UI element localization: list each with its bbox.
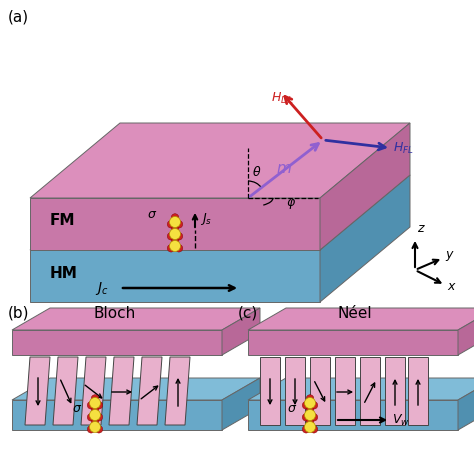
Text: $J_c$: $J_c$ [95, 280, 109, 297]
Circle shape [95, 425, 103, 433]
Polygon shape [385, 357, 405, 425]
Circle shape [310, 413, 318, 421]
Text: $\theta$: $\theta$ [252, 165, 261, 179]
Circle shape [91, 419, 99, 426]
Polygon shape [260, 357, 280, 425]
Polygon shape [30, 123, 410, 198]
Polygon shape [222, 378, 260, 430]
Text: $\sigma$: $\sigma$ [147, 208, 157, 221]
Text: Néel: Néel [337, 306, 372, 321]
Circle shape [170, 229, 181, 239]
Circle shape [171, 225, 179, 233]
Text: (a): (a) [8, 10, 29, 25]
Text: (c): (c) [238, 306, 258, 321]
Polygon shape [248, 400, 458, 430]
Circle shape [171, 214, 179, 221]
Circle shape [310, 425, 318, 433]
Polygon shape [25, 357, 50, 425]
Polygon shape [222, 308, 260, 355]
Circle shape [167, 232, 175, 240]
Text: $H_{FL}$: $H_{FL}$ [393, 141, 414, 156]
Circle shape [91, 407, 99, 414]
Circle shape [304, 421, 316, 432]
Text: Bloch: Bloch [94, 306, 136, 321]
Polygon shape [30, 250, 320, 302]
Polygon shape [310, 357, 330, 425]
Text: $\sigma$: $\sigma$ [287, 402, 297, 415]
Polygon shape [458, 378, 474, 430]
Polygon shape [320, 123, 410, 250]
Polygon shape [109, 357, 134, 425]
Circle shape [306, 394, 314, 402]
Circle shape [306, 407, 314, 414]
Polygon shape [12, 400, 222, 430]
Circle shape [90, 398, 100, 408]
Polygon shape [81, 357, 106, 425]
Polygon shape [248, 378, 474, 400]
Circle shape [87, 425, 95, 433]
Text: $\varphi$: $\varphi$ [286, 197, 296, 211]
Text: FM: FM [50, 213, 75, 228]
Circle shape [175, 244, 182, 252]
Polygon shape [360, 357, 380, 425]
Circle shape [302, 401, 310, 409]
Circle shape [167, 220, 175, 228]
Circle shape [91, 394, 99, 402]
Polygon shape [30, 198, 320, 250]
Circle shape [306, 419, 314, 426]
Circle shape [304, 398, 316, 408]
Polygon shape [248, 330, 458, 355]
Polygon shape [165, 357, 190, 425]
Polygon shape [458, 308, 474, 355]
Text: $\sigma$: $\sigma$ [72, 402, 82, 415]
Circle shape [175, 232, 182, 240]
Text: $J_s$: $J_s$ [200, 211, 212, 227]
Circle shape [167, 244, 175, 252]
Circle shape [170, 217, 181, 227]
Circle shape [304, 409, 316, 420]
Polygon shape [12, 330, 222, 355]
Text: z: z [417, 222, 423, 235]
Circle shape [302, 413, 310, 421]
Polygon shape [12, 378, 260, 400]
Polygon shape [408, 357, 428, 425]
Polygon shape [30, 175, 410, 250]
Circle shape [171, 238, 179, 245]
Polygon shape [285, 357, 305, 425]
Circle shape [175, 220, 182, 228]
Text: $m$: $m$ [276, 161, 292, 176]
Polygon shape [137, 357, 162, 425]
Text: HM: HM [50, 266, 78, 281]
Circle shape [170, 240, 181, 251]
Polygon shape [320, 175, 410, 302]
Polygon shape [53, 357, 78, 425]
Text: $V_w$: $V_w$ [392, 413, 410, 428]
Text: $H_{DL}$: $H_{DL}$ [271, 91, 293, 106]
Circle shape [95, 413, 103, 421]
Text: y: y [445, 248, 452, 261]
Circle shape [310, 401, 318, 409]
Circle shape [90, 421, 100, 432]
Circle shape [87, 401, 95, 409]
Polygon shape [335, 357, 355, 425]
Text: (b): (b) [8, 306, 29, 321]
Circle shape [95, 401, 103, 409]
Polygon shape [248, 308, 474, 330]
Text: x: x [447, 280, 455, 293]
Circle shape [87, 413, 95, 421]
Circle shape [302, 425, 310, 433]
Circle shape [90, 409, 100, 420]
Polygon shape [12, 308, 260, 330]
